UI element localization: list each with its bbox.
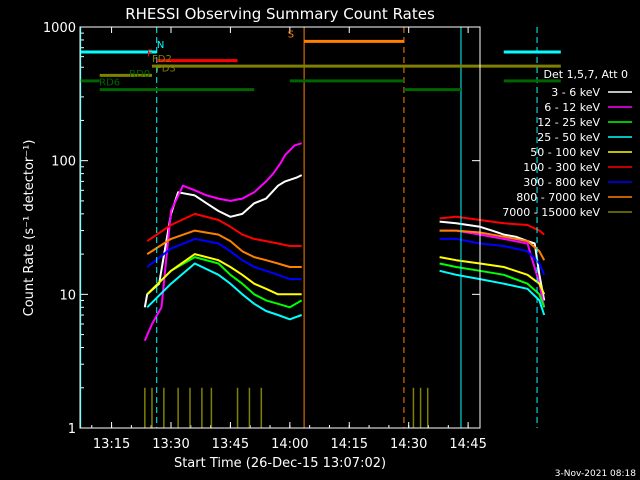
series-line	[146, 237, 302, 281]
legend-label: 100 - 300 keV	[523, 161, 600, 174]
x-axis-label: Start Time (26-Dec-15 13:07:02)	[174, 456, 386, 471]
series-line	[439, 237, 546, 276]
legend-label: 3 - 6 keV	[551, 86, 600, 99]
series-line	[143, 142, 302, 342]
legend-label: 12 - 25 keV	[537, 116, 600, 129]
series-line	[143, 174, 303, 308]
status-bar-label: FD3	[156, 63, 176, 74]
tick-labels: 13:15 13:30 13:45 14:00 14:15 14:30 14:45 1 10 10…	[43, 21, 487, 452]
status-bar-label: FD2	[152, 54, 172, 65]
x-tick-label: 13:30	[152, 437, 189, 452]
x-tick-label: 14:45	[449, 437, 486, 452]
legend-label: 7000 - 15000 keV	[502, 206, 600, 219]
series-line	[146, 256, 303, 309]
legend-label: 6 - 12 keV	[544, 101, 600, 114]
status-bar-label: N	[157, 40, 164, 51]
series-line	[146, 262, 303, 321]
x-tick-label: 14:15	[331, 437, 368, 452]
overlay-layer	[80, 27, 538, 428]
legend-label: 25 - 50 keV	[537, 131, 600, 144]
status-bar-label: S	[288, 29, 294, 40]
y-axis-label: Count Rate (s⁻¹ detector⁻¹)	[22, 140, 37, 317]
y-tick-label: 100	[51, 155, 76, 170]
series-line	[439, 269, 546, 316]
y-tick-label: 10	[59, 288, 76, 303]
legend-label: 50 - 100 keV	[530, 146, 600, 159]
status-bar-label: RD6	[99, 78, 120, 89]
series-line	[439, 229, 546, 261]
status-bar-label: RD0	[129, 69, 150, 80]
x-tick-label: 13:45	[212, 437, 249, 452]
legend-label: 800 - 7000 keV	[516, 191, 600, 204]
x-tick-label: 14:30	[390, 437, 427, 452]
series-line	[146, 212, 302, 247]
chart-title: RHESSI Observing Summary Count Rates	[125, 5, 435, 23]
footer-timestamp: 3-Nov-2021 08:18	[555, 469, 637, 479]
x-tick-label: 13:15	[93, 437, 130, 452]
legend: 3 - 6 keV 6 - 12 keV 12 - 25 keV 25 - 50 ke…	[502, 86, 632, 219]
series-line	[146, 253, 302, 296]
y-tick-label: 1000	[43, 21, 76, 36]
series-line	[439, 220, 546, 301]
x-tick-label: 14:00	[271, 437, 308, 452]
series-line	[439, 256, 546, 295]
series-line	[146, 229, 302, 268]
legend-header: Det 1,5,7, Att 0	[544, 68, 628, 81]
y-tick-label: 1	[68, 422, 76, 437]
series-line	[439, 262, 546, 308]
series-layer	[143, 142, 546, 428]
series-line	[439, 215, 545, 236]
legend-label: 300 - 800 keV	[523, 176, 600, 189]
status-bar-label: F	[147, 49, 153, 60]
plot-frame	[79, 26, 481, 429]
